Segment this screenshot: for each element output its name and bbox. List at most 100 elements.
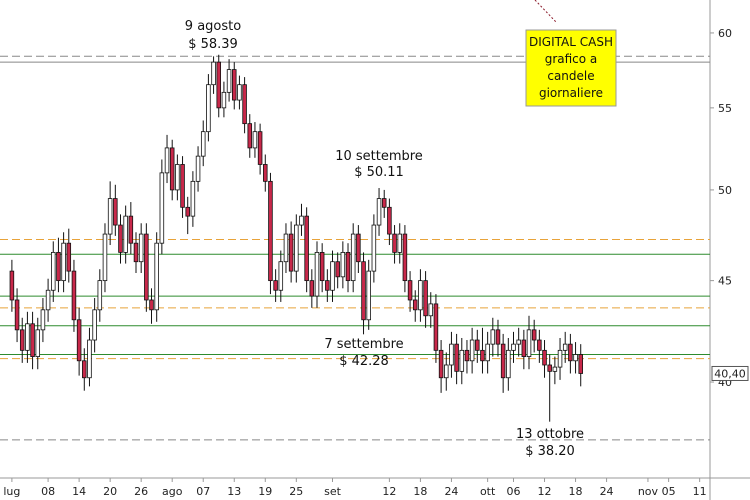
candle-body xyxy=(102,233,108,282)
candle-body xyxy=(350,233,356,282)
candle-body xyxy=(319,251,325,282)
candle-body xyxy=(149,299,154,311)
candle-body xyxy=(516,339,521,345)
candle-body xyxy=(25,323,30,351)
x-tick-label: lug xyxy=(3,485,20,498)
candle-body xyxy=(144,233,149,301)
candle-body xyxy=(66,242,72,272)
candle-body xyxy=(294,224,299,272)
candle-body xyxy=(45,289,51,311)
candle-body xyxy=(423,280,428,317)
annotation-text: 7 settembre xyxy=(324,337,403,352)
last-price-tag xyxy=(711,365,749,381)
x-tick-label: 12 xyxy=(382,485,396,498)
candle-body xyxy=(35,329,41,357)
candle-body xyxy=(557,349,563,368)
trend-line xyxy=(534,0,557,23)
candle-body xyxy=(14,299,20,331)
annotation-text: $ 58.39 xyxy=(188,37,238,52)
candle-body xyxy=(500,343,506,379)
annotation-text: 13 ottobre xyxy=(516,427,584,442)
candle-body xyxy=(480,349,485,362)
x-tick-label: set xyxy=(324,485,341,498)
info-text: DIGITAL CASH xyxy=(529,35,613,49)
x-tick-label: 24 xyxy=(600,485,614,498)
candle-body xyxy=(366,270,371,321)
candle-body xyxy=(392,233,397,253)
candle-body xyxy=(278,261,284,291)
candle-body xyxy=(169,147,175,191)
candle-body xyxy=(206,84,211,133)
info-box-bg xyxy=(525,29,617,107)
candle-body xyxy=(195,155,201,182)
candle-body xyxy=(138,233,144,263)
info-text: grafico a xyxy=(545,52,598,66)
candle-body xyxy=(412,299,418,311)
candle-body xyxy=(438,349,444,379)
candle-body xyxy=(345,251,351,282)
candle-body xyxy=(56,251,61,282)
candle-body xyxy=(237,84,242,101)
candle-body xyxy=(9,270,15,301)
candle-body xyxy=(562,343,568,351)
candle-body xyxy=(252,131,258,149)
last-price-label: 40,40 xyxy=(714,367,746,380)
candle-body xyxy=(185,206,190,217)
candle-body xyxy=(506,349,511,379)
y-tick-label: 55 xyxy=(718,102,732,115)
x-tick-label: 13 xyxy=(227,485,241,498)
y-tick-label: 60 xyxy=(718,27,732,40)
candle-body xyxy=(268,180,273,282)
candle-body xyxy=(299,215,304,226)
candle-body xyxy=(459,349,465,372)
candle-body xyxy=(444,364,449,379)
info-text: candele xyxy=(547,69,594,83)
candle-body xyxy=(309,280,315,297)
candle-body xyxy=(469,339,475,362)
candle-body xyxy=(107,198,113,235)
candle-body xyxy=(568,343,573,362)
candle-body xyxy=(542,349,547,366)
info-box: DIGITAL CASH grafico a candele giornalie… xyxy=(525,29,617,107)
y-tick-label: 45 xyxy=(718,275,732,288)
candle-body xyxy=(304,215,309,282)
candle-body xyxy=(211,61,216,86)
x-tick-label: 11 xyxy=(693,485,707,498)
candle-body xyxy=(547,364,552,372)
candle-body xyxy=(387,206,392,235)
annotation: 9 agosto $ 58.39 10 settembre $ 50.11 7 … xyxy=(185,19,584,459)
candle-body xyxy=(226,69,232,93)
candle-body xyxy=(288,233,294,272)
candle-body xyxy=(216,61,222,109)
x-tick-label: 26 xyxy=(134,485,148,498)
candle-body xyxy=(19,329,25,351)
candle-body xyxy=(356,233,361,263)
candle-body xyxy=(418,280,423,311)
candle-body xyxy=(175,164,180,191)
candle-body xyxy=(361,261,366,321)
x-tick-label: 19 xyxy=(258,485,272,498)
candle-body xyxy=(330,261,335,291)
candle-body xyxy=(521,339,527,357)
candle-body xyxy=(475,339,480,351)
candle-body xyxy=(190,180,196,217)
candle-body xyxy=(180,164,185,208)
candle-body xyxy=(71,270,77,321)
candle-body xyxy=(573,354,578,362)
candle-body xyxy=(257,131,263,165)
annotation-text: 10 settembre xyxy=(335,149,423,164)
x-tick-label: 08 xyxy=(41,485,55,498)
candle-body xyxy=(314,251,320,297)
candle-body xyxy=(335,261,340,278)
candle-body xyxy=(82,360,87,379)
candle-body xyxy=(128,215,134,244)
candle-body xyxy=(154,242,159,311)
plot xyxy=(0,54,710,441)
x-tick-label: 12 xyxy=(538,485,552,498)
candle-body xyxy=(97,280,103,311)
candle-body xyxy=(402,233,408,282)
candle-body xyxy=(485,343,490,362)
candle-body xyxy=(200,131,206,157)
